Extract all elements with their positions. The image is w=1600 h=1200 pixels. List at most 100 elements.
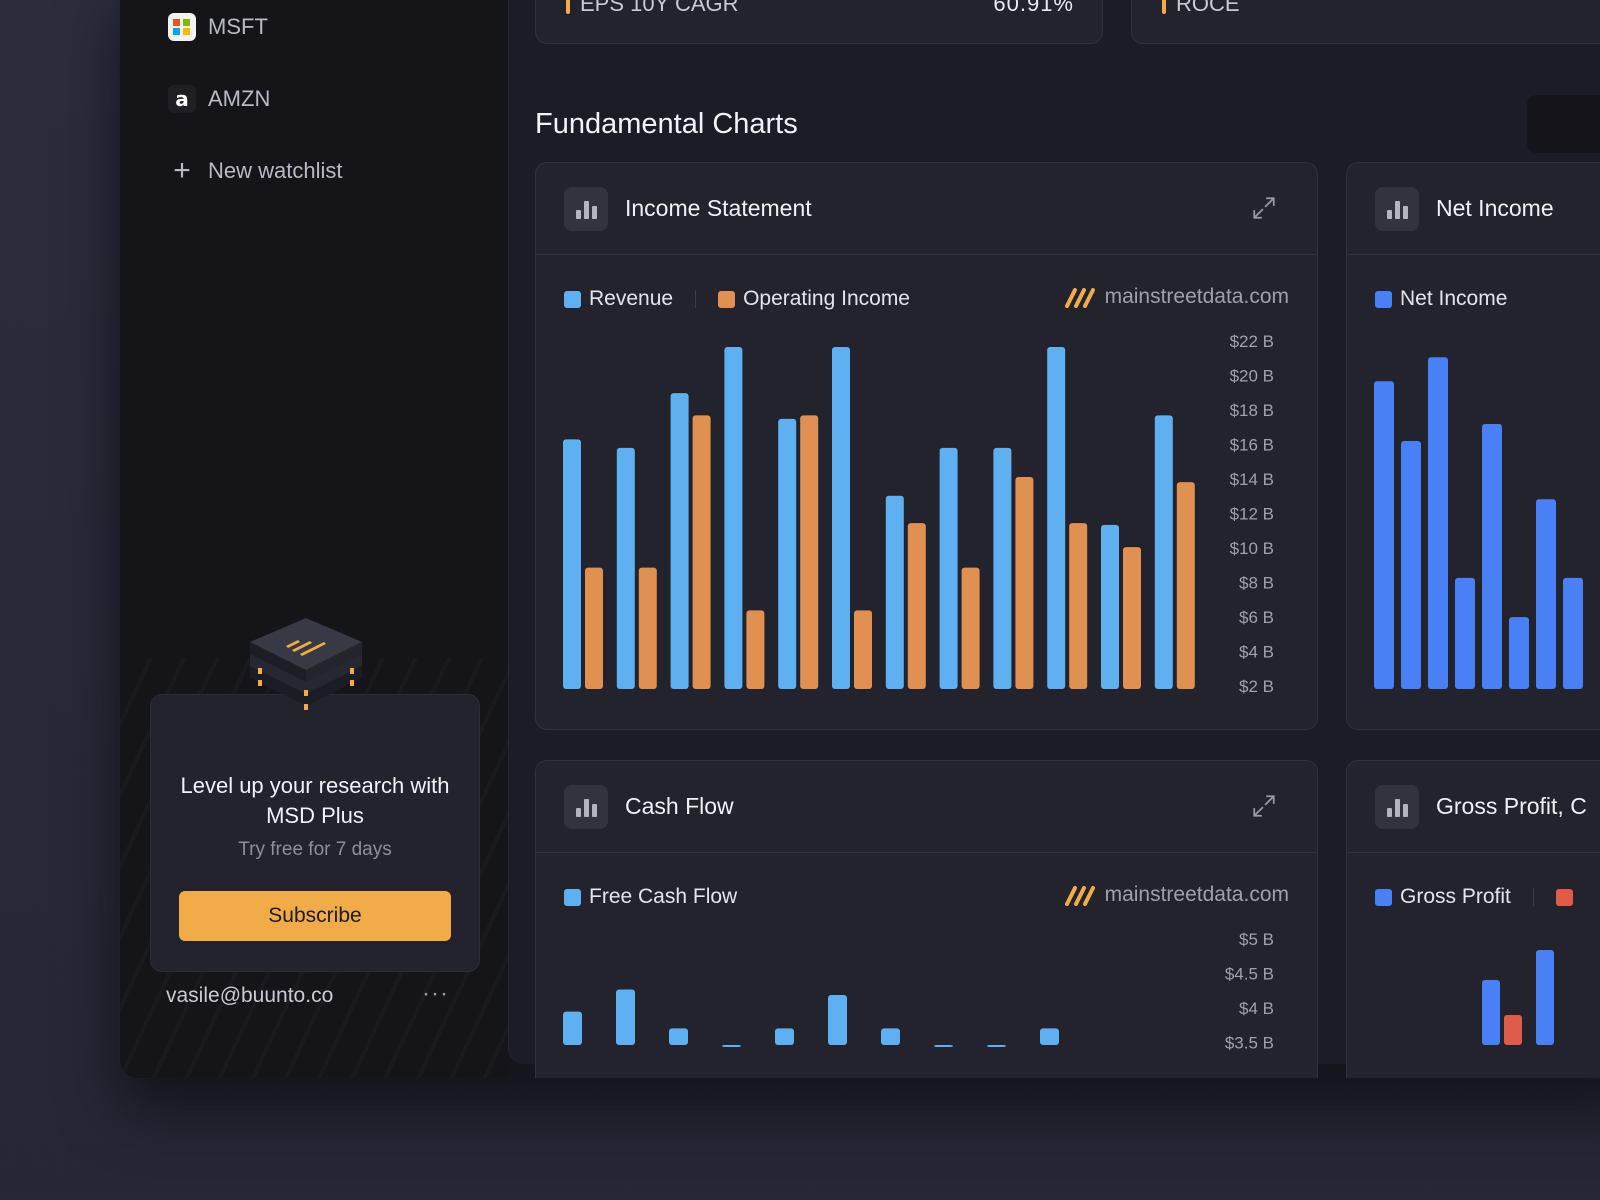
bar-net-income — [1482, 423, 1502, 689]
bar-revenue — [1047, 347, 1066, 689]
sidebar: MSFT a AMZN + New watchlist Level up you… — [120, 0, 508, 1078]
kpi-card-roce: ROCE — [1131, 0, 1600, 44]
bar-free-cash-flow — [1040, 1028, 1059, 1045]
legend-swatch-revenue — [564, 290, 581, 308]
bar-revenue — [832, 347, 850, 689]
bar-net-income — [1455, 577, 1475, 689]
watchlist-item-msft[interactable]: MSFT — [168, 7, 268, 47]
y-tick-label: $4 B — [1239, 643, 1274, 662]
bar-operating-income — [746, 610, 765, 689]
bar-free-cash-flow — [722, 1045, 741, 1047]
y-tick-label: $22 B — [1230, 332, 1274, 351]
bar-operating-income — [854, 610, 872, 689]
legend-swatch-second — [1555, 888, 1573, 906]
bar-revenue — [1101, 524, 1119, 689]
income-statement-chart: $22 B $20 B $18 B $16 B $14 B $12 B $10 B $8 B $… — [563, 332, 1274, 696]
bar-revenue — [885, 495, 904, 689]
new-watchlist-label: New watchlist — [208, 158, 343, 183]
msd-plus-stack-icon — [250, 618, 362, 710]
card-title: Net Income — [1436, 195, 1554, 221]
watchlist-ticker: MSFT — [208, 14, 268, 39]
expand-icon[interactable] — [1251, 195, 1277, 221]
bar-operating-income — [638, 567, 657, 689]
legend-net-income: Net Income — [1400, 287, 1508, 310]
bar-second-series — [1504, 1015, 1522, 1045]
legend-swatch-gross-profit — [1375, 888, 1392, 906]
kpi-value: 60.91% — [993, 0, 1074, 16]
section-action-button[interactable] — [1527, 95, 1600, 153]
bar-revenue — [1154, 415, 1173, 689]
legend-swatch-free-cash-flow — [564, 888, 581, 906]
bar-free-cash-flow — [934, 1045, 953, 1047]
legend-operating-income: Operating Income — [743, 287, 910, 310]
y-tick-label: $20 B — [1230, 367, 1274, 386]
microsoft-logo-icon — [168, 13, 196, 41]
subscribe-button[interactable]: Subscribe — [179, 891, 451, 941]
bar-gross-profit — [1482, 980, 1500, 1045]
bar-revenue — [563, 439, 581, 689]
bar-operating-income — [907, 523, 926, 689]
bar-revenue — [616, 447, 635, 689]
expand-icon[interactable] — [1251, 793, 1277, 819]
msd-logo-icon — [1064, 886, 1095, 906]
y-tick-label: $14 B — [1230, 470, 1274, 489]
y-tick-label: $6 B — [1239, 608, 1274, 627]
app-window: MSFT a AMZN + New watchlist Level up you… — [120, 0, 1600, 1078]
chart-legend: Revenue Operating Income — [564, 287, 910, 311]
watchlist-item-amzn[interactable]: a AMZN — [168, 79, 270, 119]
bar-chart-icon — [564, 785, 608, 829]
bar-operating-income — [692, 415, 711, 689]
legend-divider — [695, 290, 697, 308]
bar-revenue — [670, 393, 689, 689]
bar-revenue — [993, 447, 1012, 689]
bar-chart-icon — [1375, 187, 1419, 231]
cash-flow-chart: $5 B $4.5 B $4 B $3.5 B — [563, 930, 1274, 1053]
gross-profit-chart — [1482, 950, 1554, 1045]
bar-revenue — [939, 447, 958, 689]
more-options-icon[interactable]: ··· — [422, 980, 449, 1007]
bar-operating-income — [1069, 523, 1088, 689]
kpi-label: EPS 10Y CAGR — [566, 0, 739, 17]
gross-profit-card: Gross Profit, C Gross Profit — [1346, 760, 1600, 1078]
user-email: vasile@buunto.co — [166, 984, 334, 1007]
card-title: Income Statement — [625, 195, 812, 221]
net-income-chart — [1374, 357, 1583, 689]
bar-net-income — [1374, 381, 1394, 689]
bar-revenue — [778, 418, 797, 689]
card-header: Net Income — [1347, 163, 1600, 255]
card-title: Cash Flow — [625, 793, 734, 819]
new-watchlist-button[interactable]: + New watchlist — [168, 151, 342, 191]
bar-operating-income — [961, 567, 980, 689]
bar-net-income — [1563, 577, 1583, 689]
card-header: Income Statement — [536, 163, 1317, 255]
cash-flow-card: Cash Flow Free Cash Flow mainstreetdata.… — [535, 760, 1318, 1078]
bar-free-cash-flow — [987, 1045, 1006, 1047]
y-tick-label: $3.5 B — [1225, 1034, 1274, 1053]
chart-legend: Net Income — [1375, 287, 1507, 311]
kpi-label-text: ROCE — [1176, 0, 1240, 16]
bar-net-income — [1536, 499, 1556, 689]
bar-net-income — [1509, 617, 1529, 689]
bar-operating-income — [1123, 547, 1141, 689]
bar-operating-income — [585, 567, 603, 689]
y-tick-label: $4 B — [1239, 999, 1274, 1018]
bar-net-income — [1428, 357, 1448, 689]
amazon-logo-icon: a — [168, 85, 196, 113]
card-title: Gross Profit, C — [1436, 793, 1587, 819]
bar-free-cash-flow — [669, 1028, 688, 1045]
bar-operating-income — [800, 415, 819, 689]
legend-gross-profit: Gross Profit — [1400, 885, 1511, 908]
legend-free-cash-flow: Free Cash Flow — [589, 885, 738, 908]
legend-divider — [1532, 888, 1534, 906]
section-title: Fundamental Charts — [535, 108, 798, 140]
card-header: Cash Flow — [536, 761, 1317, 853]
data-source: mainstreetdata.com — [1064, 883, 1289, 907]
legend-swatch-net-income — [1375, 290, 1392, 308]
promo-title: Level up your research with MSD Plus — [180, 773, 450, 828]
chart-legend: Gross Profit — [1375, 885, 1581, 909]
legend-revenue: Revenue — [589, 287, 674, 310]
y-tick-label: $10 B — [1230, 539, 1274, 558]
y-tick-label: $12 B — [1230, 505, 1274, 524]
kpi-label-text: EPS 10Y CAGR — [580, 0, 739, 16]
y-tick-label: $5 B — [1239, 930, 1274, 949]
